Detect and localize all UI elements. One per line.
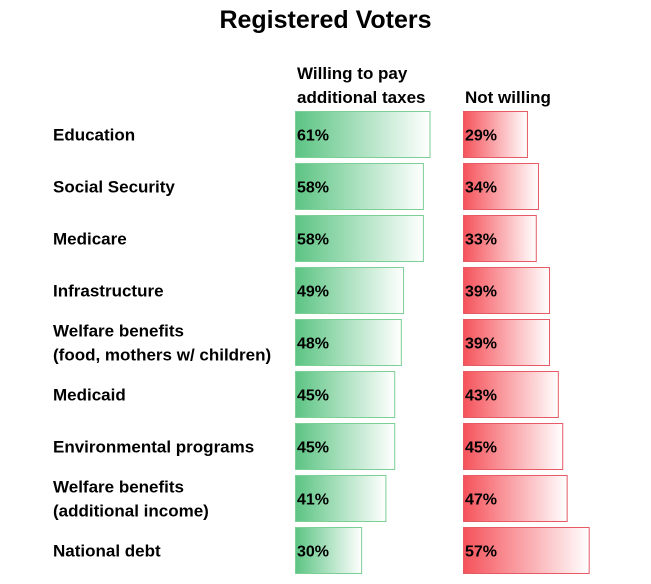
bar-willing xyxy=(295,371,396,418)
bar-willing xyxy=(295,111,431,158)
category-label: Social Security xyxy=(53,178,175,197)
category-label: Environmental programs xyxy=(53,438,254,457)
bar-willing xyxy=(295,423,396,470)
bar-not-willing xyxy=(463,111,528,158)
bar-not-willing xyxy=(463,215,537,262)
data-label-willing: 61% xyxy=(297,128,329,145)
data-label-willing: 45% xyxy=(297,388,329,405)
bar-willing xyxy=(295,475,387,522)
category-label: Medicaid xyxy=(53,386,126,405)
bar-not-willing xyxy=(463,371,559,418)
data-label-willing: 48% xyxy=(297,336,329,353)
data-label-willing: 58% xyxy=(297,232,329,249)
data-label-not-willing: 43% xyxy=(465,388,497,405)
column-header-willing-line-2: additional taxes xyxy=(297,88,426,107)
category-label: Education xyxy=(53,126,135,145)
bar-not-willing xyxy=(463,163,539,210)
data-label-not-willing: 45% xyxy=(465,440,497,457)
category-label: National debt xyxy=(53,542,161,561)
bar-not-willing xyxy=(463,319,550,366)
category-label: Medicare xyxy=(53,230,127,249)
column-header-willing-line-1: Willing to pay xyxy=(297,64,408,83)
column-header-not-willing: Not willing xyxy=(465,86,605,110)
column-header-not-willing-line-1: Not willing xyxy=(465,88,551,107)
data-label-willing: 58% xyxy=(297,180,329,197)
column-header-willing: Willing to pay additional taxes xyxy=(297,62,447,110)
data-label-willing: 45% xyxy=(297,440,329,457)
category-label-line: Welfare benefits xyxy=(53,478,184,497)
bar-not-willing xyxy=(463,475,568,522)
data-label-not-willing: 47% xyxy=(465,492,497,509)
bar-willing xyxy=(295,267,405,314)
chart-title: Registered Voters xyxy=(219,6,432,34)
category-label-line: (additional income) xyxy=(53,502,209,521)
bar-willing xyxy=(295,319,402,366)
data-label-not-willing: 29% xyxy=(465,128,497,145)
bar-willing xyxy=(295,163,424,210)
category-label: Welfare benefits (food, mothers w/ childr… xyxy=(53,322,271,365)
bar-not-willing xyxy=(463,423,564,470)
data-label-not-willing: 34% xyxy=(465,180,497,197)
data-label-willing: 30% xyxy=(297,544,329,561)
bar-not-willing xyxy=(463,527,590,574)
data-label-not-willing: 57% xyxy=(465,544,497,561)
bar-willing xyxy=(295,215,424,262)
category-label-line: (food, mothers w/ children) xyxy=(53,346,271,365)
category-label: Infrastructure xyxy=(53,282,164,301)
data-label-not-willing: 39% xyxy=(465,336,497,353)
category-label: Welfare benefits (additional income) xyxy=(53,478,209,521)
bar-willing xyxy=(295,527,363,574)
data-label-not-willing: 39% xyxy=(465,284,497,301)
category-label-line: Welfare benefits xyxy=(53,322,184,341)
bar-not-willing xyxy=(463,267,550,314)
data-label-willing: 49% xyxy=(297,284,329,301)
data-label-not-willing: 33% xyxy=(465,232,497,249)
data-label-willing: 41% xyxy=(297,492,329,509)
